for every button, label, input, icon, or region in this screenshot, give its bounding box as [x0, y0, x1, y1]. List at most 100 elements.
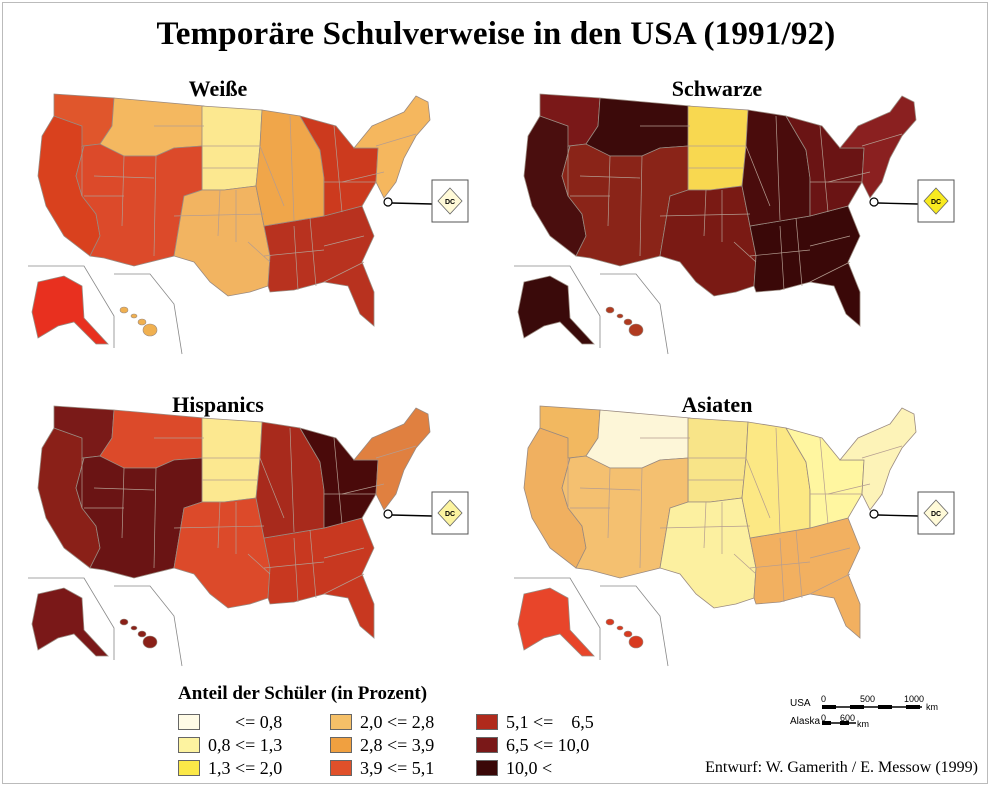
state-border — [733, 241, 757, 263]
state-border — [607, 467, 611, 539]
region-southeast — [749, 517, 861, 639]
scale-alaska-tick-600: 600 — [840, 713, 856, 723]
state-border — [579, 175, 641, 179]
state-border — [779, 225, 785, 291]
state-border — [745, 145, 771, 207]
state-border — [247, 241, 271, 263]
scale-usa-unit: km — [926, 702, 938, 712]
state-border — [749, 249, 811, 257]
map-title-schwarze: Schwarze — [671, 76, 763, 101]
state-border — [247, 553, 271, 575]
legend-swatch — [330, 737, 352, 753]
state-border — [121, 155, 125, 227]
state-border — [323, 235, 365, 247]
region-hawaii-island — [119, 618, 129, 626]
state-border — [333, 437, 343, 525]
scale-usa-tick-500: 500 — [860, 694, 876, 704]
region-hawaii-island — [628, 635, 644, 649]
legend-title: Anteil der Schüler (in Prozent) — [178, 683, 428, 704]
state-border — [323, 261, 365, 283]
map-hispanics: DC — [28, 405, 469, 667]
legend-label: 10,0 < — [506, 757, 553, 778]
map-title-asiaten: Asiaten — [681, 392, 753, 417]
region-alaska — [31, 275, 109, 345]
state-border — [217, 189, 221, 237]
dc-callout-line — [391, 514, 433, 517]
legend-swatch — [178, 760, 200, 776]
dc-callout-line — [877, 202, 919, 205]
state-border — [93, 487, 155, 491]
legend-item: <= 0,8 — [178, 712, 282, 732]
state-border — [153, 155, 157, 257]
dc-diamond — [923, 499, 949, 527]
dc-callout-line — [877, 514, 919, 517]
dc-marker-circle — [869, 509, 879, 519]
state-border — [323, 573, 365, 595]
region-hawaii-island — [605, 618, 615, 626]
dc-diamond — [923, 187, 949, 215]
map-title-hispanics: Hispanics — [172, 392, 264, 417]
state-border — [703, 189, 707, 237]
map-asiaten: DC — [514, 405, 955, 667]
dc-label: DC — [931, 199, 941, 206]
state-border — [659, 525, 751, 529]
legend-swatch — [476, 714, 498, 730]
state-border — [819, 437, 829, 525]
scale-bars — [822, 705, 922, 725]
legend-item: 2,0 <= 2,8 — [330, 712, 434, 732]
state-border — [775, 427, 781, 533]
state-border — [639, 155, 643, 257]
region-hawaii-island — [130, 313, 138, 319]
state-border — [749, 561, 811, 569]
legend-label: 5,1 <= 6,5 — [506, 711, 594, 732]
map-schwarze: DC — [514, 93, 955, 355]
legend-swatch — [330, 760, 352, 776]
dc-label: DC — [931, 511, 941, 518]
region-hawaii-island — [119, 306, 129, 314]
state-border — [153, 467, 157, 569]
state-border — [333, 125, 343, 213]
legend-item: 10,0 < — [476, 758, 552, 778]
state-border — [293, 537, 299, 603]
state-border — [809, 547, 851, 559]
scale-alaska-tick-0: 0 — [821, 713, 827, 723]
legend-label: 6,5 <= 10,0 — [506, 734, 590, 755]
state-border — [375, 445, 417, 459]
region-south — [173, 497, 271, 609]
scale-usa-tick-0: 0 — [821, 694, 827, 704]
state-border — [733, 553, 757, 575]
scale-alaska-label: Alaska — [790, 716, 821, 727]
state-border — [703, 501, 707, 549]
map-title-weisse: Weiße — [188, 76, 248, 101]
region-south — [173, 185, 271, 297]
region-greatlakes — [299, 115, 379, 217]
state-border — [809, 235, 851, 247]
legend-label: 0,8 <= 1,3 — [208, 734, 283, 755]
dc-diamond — [437, 499, 463, 527]
dc-marker-circle — [383, 197, 393, 207]
state-border — [827, 483, 871, 495]
legend-item: 5,1 <= 6,5 — [476, 712, 594, 732]
scale-usa-label: USA — [790, 698, 811, 709]
region-hawaii-island — [623, 318, 633, 326]
state-border — [289, 115, 295, 221]
state-border — [289, 427, 295, 533]
region-greatlakes — [785, 115, 865, 217]
state-border — [93, 175, 155, 179]
inset-frame — [514, 265, 669, 355]
region-plains — [687, 417, 749, 503]
state-border — [779, 537, 785, 603]
region-hawaii-island — [605, 306, 615, 314]
state-border — [745, 457, 771, 519]
state-border — [323, 547, 365, 559]
state-border — [173, 213, 265, 217]
state-border — [293, 225, 299, 291]
region-hawaii-island — [137, 318, 147, 326]
legend-label: 1,3 <= 2,0 — [208, 757, 283, 778]
legend-swatch — [178, 737, 200, 753]
state-border — [309, 529, 317, 599]
state-border — [659, 213, 751, 217]
legend-label: 2,8 <= 3,9 — [360, 734, 435, 755]
dc-marker-circle — [869, 197, 879, 207]
region-greatlakes — [785, 427, 865, 529]
